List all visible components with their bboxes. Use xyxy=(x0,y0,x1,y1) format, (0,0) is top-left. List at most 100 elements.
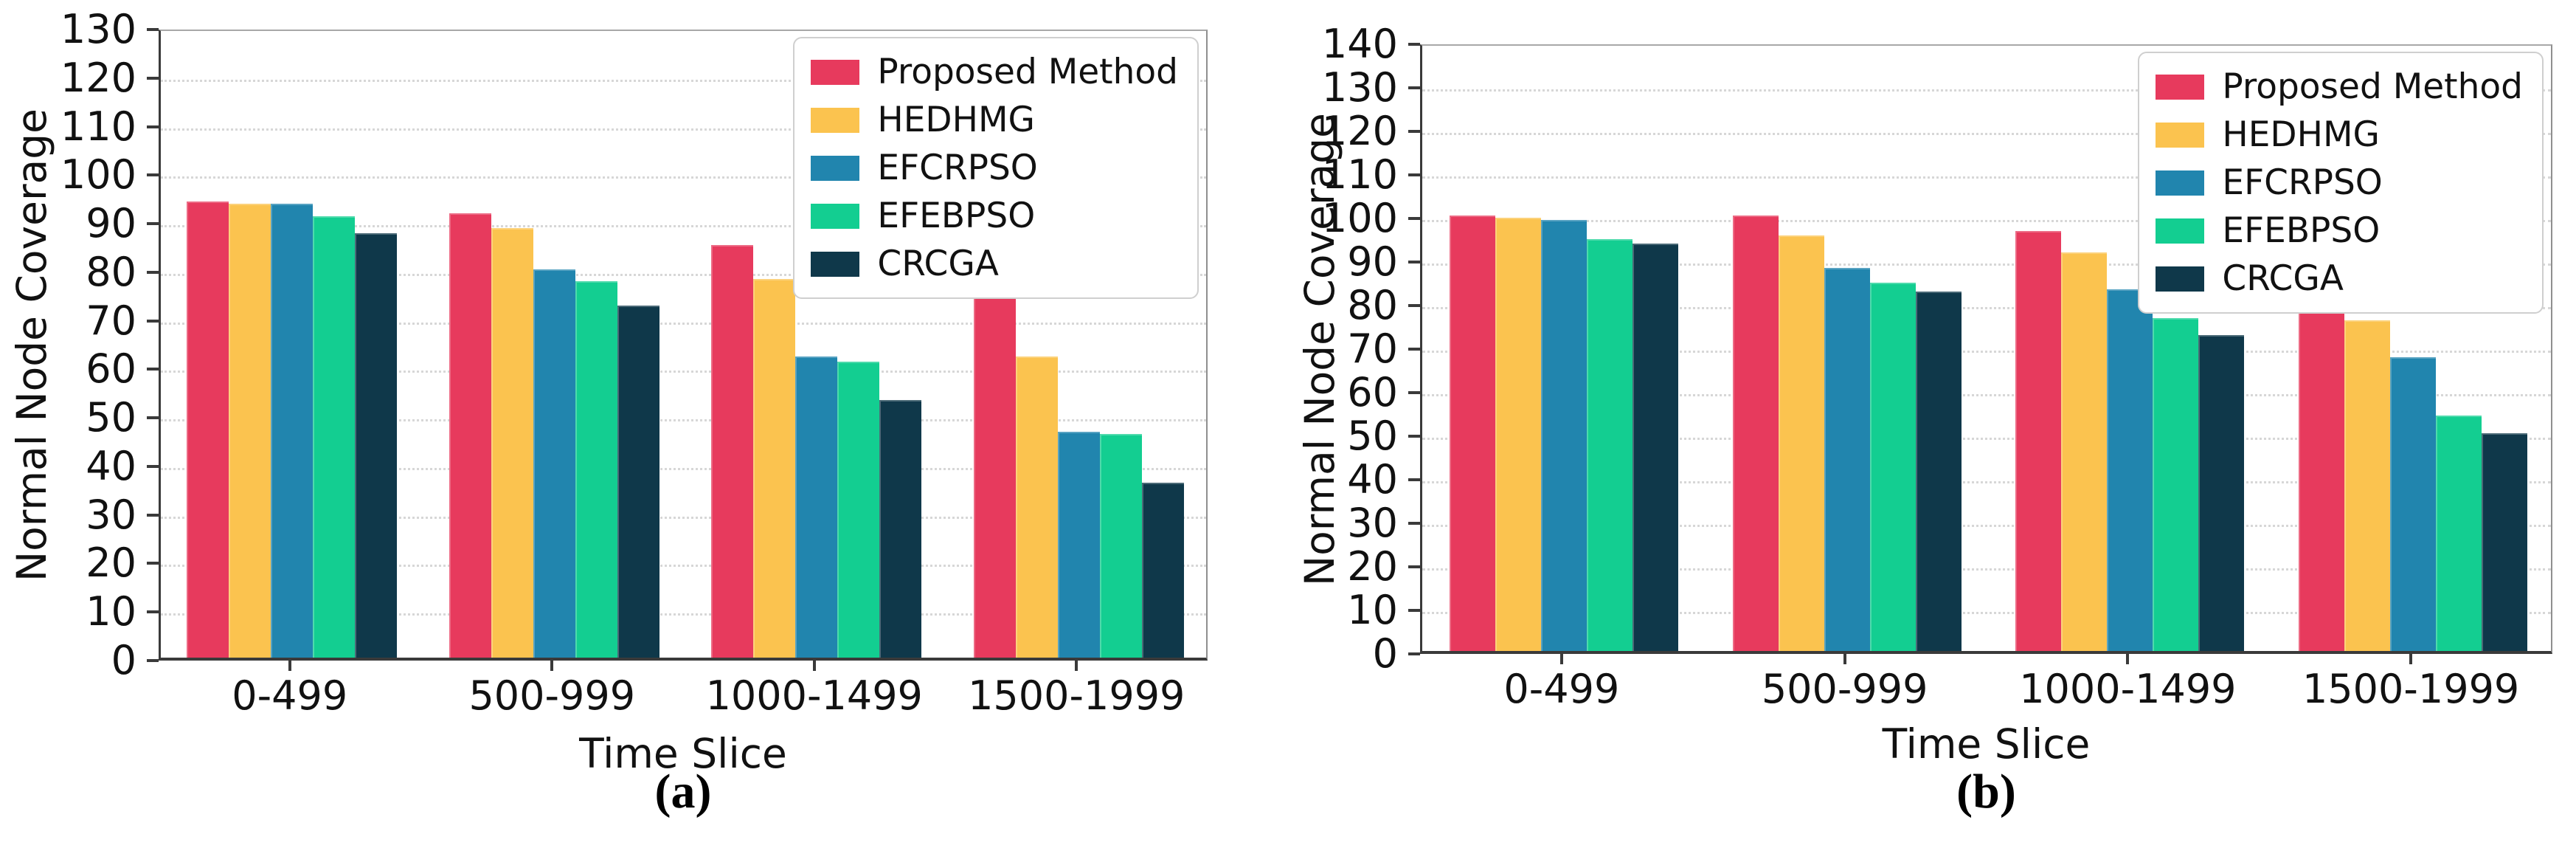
legend-entry: EFCRPSO xyxy=(2156,162,2523,203)
y-tick-label: 100 xyxy=(1321,195,1398,241)
bar-proposed-method xyxy=(973,291,1016,658)
y-tick-mark xyxy=(147,562,159,565)
y-tick-label: 110 xyxy=(1321,151,1398,198)
gridline-50 xyxy=(161,419,1206,422)
bar-efcrpso xyxy=(1540,219,1587,651)
bar-crcga xyxy=(355,232,398,658)
y-tick-mark xyxy=(147,513,159,517)
bar-proposed-method xyxy=(711,244,754,658)
bar-efcrpso xyxy=(271,204,314,658)
y-tick-mark xyxy=(1408,217,1420,220)
y-tick-mark xyxy=(1408,609,1420,612)
y-tick-mark xyxy=(147,659,159,662)
gridline-90 xyxy=(161,225,1206,228)
legend-swatch-icon xyxy=(2156,266,2205,292)
gridline-120 xyxy=(1422,133,2551,135)
y-tick-mark xyxy=(147,28,159,31)
bar-hedhmg xyxy=(2344,320,2391,651)
y-tick-mark xyxy=(1408,522,1420,525)
y-tick-mark xyxy=(1408,130,1420,133)
legend-label: EFCRPSO xyxy=(2222,162,2383,203)
y-tick-mark xyxy=(147,464,159,468)
bar-proposed-method xyxy=(1449,216,1495,651)
bar-group-500-999 xyxy=(1732,41,1962,651)
y-tick-mark xyxy=(147,416,159,420)
x-tick-mark xyxy=(2409,654,2413,664)
bar-crcga xyxy=(1141,483,1184,658)
bar-crcga xyxy=(1915,292,1962,651)
x-tick-label: 0-499 xyxy=(232,672,348,719)
panel-caption: (b) xyxy=(1956,765,2016,819)
x-tick-mark xyxy=(1843,654,1846,664)
y-tick-label: 30 xyxy=(86,491,136,538)
x-tick-label: 1500-1999 xyxy=(968,672,1185,719)
bar-group-1500-1999 xyxy=(973,27,1184,658)
legend-entry: HEDHMG xyxy=(2156,114,2523,155)
gridline-40 xyxy=(1422,481,2551,483)
y-tick-mark xyxy=(1408,348,1420,351)
bar-efcrpso xyxy=(2390,356,2437,651)
y-tick-mark xyxy=(1408,652,1420,655)
y-tick-label: 90 xyxy=(86,200,136,247)
legend-swatch-icon xyxy=(811,203,860,229)
y-tick-label: 20 xyxy=(86,540,136,587)
legend-swatch-icon xyxy=(2156,170,2205,196)
legend-entry: Proposed Method xyxy=(2156,66,2523,107)
y-tick-mark xyxy=(147,125,159,128)
y-tick-label: 0 xyxy=(111,637,136,683)
bar-hedhmg xyxy=(1778,235,1824,651)
y-tick-label: 30 xyxy=(1347,500,1398,546)
bar-proposed-method xyxy=(2015,230,2062,651)
x-tick-mark xyxy=(812,661,816,671)
y-tick-mark xyxy=(1408,565,1420,568)
y-tick-mark xyxy=(147,222,159,226)
bar-crcga xyxy=(2198,335,2245,651)
x-tick-mark xyxy=(2126,654,2130,664)
gridline-100 xyxy=(1422,220,2551,222)
legend-label: CRCGA xyxy=(877,244,999,284)
legend-swatch-icon xyxy=(811,251,860,277)
legend-swatch-icon xyxy=(811,155,860,181)
y-tick-label: 10 xyxy=(1347,587,1398,633)
legend-entry: Proposed Method xyxy=(811,52,1178,92)
legend-swatch-icon xyxy=(2156,74,2205,100)
legend-label: HEDHMG xyxy=(2222,114,2380,155)
y-tick-mark xyxy=(147,76,159,80)
bar-efebpso xyxy=(2436,416,2482,651)
legend-label: HEDHMG xyxy=(877,100,1035,140)
y-tick-label: 120 xyxy=(1321,108,1398,154)
y-tick-mark xyxy=(1408,86,1420,89)
y-tick-label: 130 xyxy=(60,6,136,52)
bar-group-1000-1499 xyxy=(711,27,922,658)
bar-efebpso xyxy=(837,361,880,658)
bar-group-500-999 xyxy=(449,27,659,658)
x-tick-mark xyxy=(1559,654,1563,664)
bar-crcga xyxy=(879,400,922,658)
y-tick-label: 70 xyxy=(86,297,136,344)
y-tick-label: 20 xyxy=(1347,543,1398,590)
gridline-50 xyxy=(1422,438,2551,440)
gridline-100 xyxy=(161,176,1206,179)
x-tick-mark xyxy=(1075,661,1078,671)
x-axis-label: Time Slice xyxy=(579,730,787,777)
bar-efcrpso xyxy=(2107,289,2153,651)
bar-group-0-499 xyxy=(1449,41,1678,651)
gridline-80 xyxy=(1422,307,2551,309)
bar-proposed-method xyxy=(449,213,491,658)
y-tick-label: 110 xyxy=(60,103,136,150)
legend: Proposed Method HEDHMG EFCRPSO EFEBPSO CRCGA xyxy=(2138,52,2544,314)
gridline-70 xyxy=(1422,351,2551,353)
y-tick-label: 80 xyxy=(1347,282,1398,328)
y-tick-label: 120 xyxy=(60,54,136,101)
gridline-20 xyxy=(1422,568,2551,571)
legend-swatch-icon xyxy=(2156,122,2205,148)
y-tick-label: 40 xyxy=(86,442,136,489)
y-tick-label: 70 xyxy=(1347,325,1398,372)
gridline-30 xyxy=(1422,525,2551,527)
y-tick-label: 0 xyxy=(1372,630,1398,677)
legend-label: Proposed Method xyxy=(2222,66,2523,107)
bar-efebpso xyxy=(1586,239,1632,651)
bar-efebpso xyxy=(2153,317,2199,651)
y-tick-mark xyxy=(1408,43,1420,46)
y-tick-label: 50 xyxy=(86,394,136,441)
